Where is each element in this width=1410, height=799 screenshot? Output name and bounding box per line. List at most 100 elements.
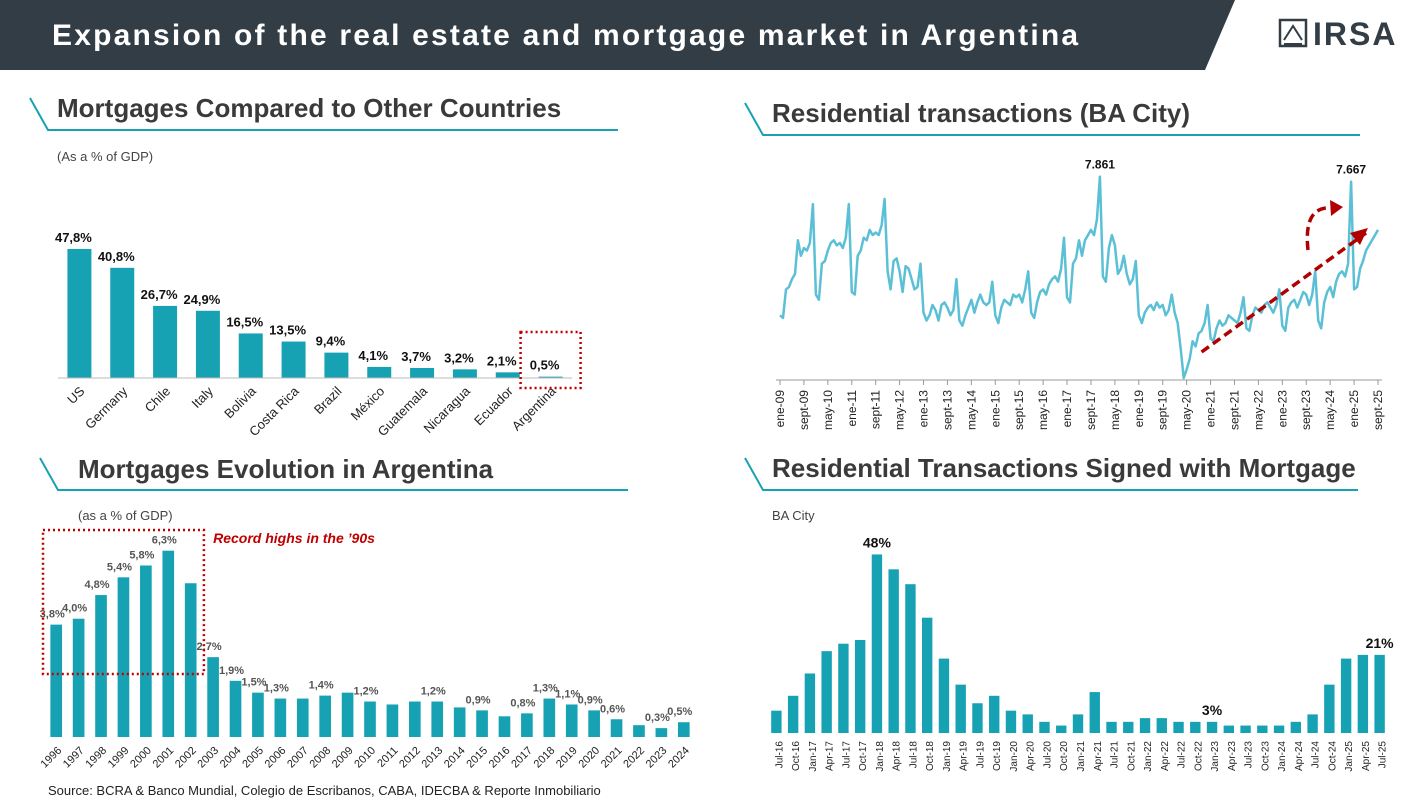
bar (184, 583, 197, 737)
bar (1156, 718, 1167, 733)
chart-title: Residential transactions (BA City) (772, 98, 1190, 128)
x-tick-label: 2018 (532, 745, 558, 771)
x-tick-label: Jul-22 (1177, 741, 1188, 769)
x-tick-label: 2021 (599, 745, 625, 771)
bar (50, 624, 63, 737)
x-tick-label: Chile (142, 384, 174, 416)
data-label: 4,8% (84, 579, 109, 591)
x-tick-label: Oct-21 (1126, 741, 1137, 771)
x-tick-label: 2002 (173, 745, 199, 771)
x-tick-label: 2012 (397, 745, 423, 771)
x-tick-label: Oct-18 (925, 741, 936, 771)
x-tick-label: ene-17 (1060, 390, 1074, 428)
bar (1123, 721, 1134, 733)
data-label: 0,9% (466, 694, 491, 706)
bar (921, 617, 933, 733)
x-tick-label: 2004 (218, 745, 244, 771)
bar (1257, 725, 1268, 733)
x-tick-label: sept-23 (1299, 390, 1313, 430)
x-tick-label: Jul-17 (841, 741, 852, 769)
x-tick-label: Jan-23 (1210, 741, 1221, 772)
x-tick-label: Jan-18 (875, 741, 886, 772)
chart-title: Residential Transactions Signed with Mor… (772, 453, 1356, 483)
data-label: 24,9% (183, 292, 220, 307)
x-tick-label: Jan-17 (808, 741, 819, 772)
x-tick-label: Apr-23 (1227, 741, 1238, 771)
x-tick-label: may-18 (1108, 390, 1122, 430)
bar (476, 710, 488, 737)
x-tick-label: 2011 (375, 745, 400, 770)
x-tick-label: 1998 (83, 745, 109, 771)
x-tick-label: sept-17 (1084, 390, 1098, 430)
x-tick-label: México (348, 384, 388, 424)
x-tick-label: Apr-18 (892, 741, 903, 771)
x-tick-label: 2014 (442, 745, 468, 771)
source: Source: BCRA & Banco Mundial, Colegio de… (48, 783, 601, 798)
annotation: 7.861 (1085, 158, 1115, 172)
bar (787, 695, 799, 733)
x-tick-label: Oct-19 (992, 741, 1003, 771)
bar (972, 703, 983, 733)
x-tick-label: sept-21 (1227, 390, 1241, 430)
data-label: 4,0% (62, 603, 87, 615)
bar (367, 366, 392, 378)
bar (238, 333, 263, 378)
annotation: Record highs in the ’90s (213, 530, 375, 546)
x-tick-label: sept-25 (1371, 390, 1385, 430)
logo-icon (1278, 18, 1308, 48)
x-tick-label: sept-09 (797, 390, 811, 430)
x-tick-label: US (64, 383, 88, 407)
x-tick-label: 1996 (39, 745, 65, 771)
bar (1005, 710, 1017, 733)
x-tick-label: Apr-25 (1361, 741, 1372, 771)
data-label: 9,4% (316, 334, 346, 349)
data-label: 1,3% (264, 683, 289, 695)
data-label: 0,8% (510, 697, 535, 709)
bar (1139, 718, 1151, 733)
x-tick-label: Oct-20 (1059, 741, 1070, 771)
x-tick-label: Jul-25 (1378, 741, 1389, 769)
x-tick-label: Apr-21 (1093, 741, 1104, 771)
bar (95, 595, 107, 737)
data-label: 1,3% (533, 683, 558, 695)
bar (955, 684, 966, 733)
x-tick-label: Nicaragua (421, 383, 474, 436)
x-tick-label: Bolivia (221, 383, 259, 421)
data-label: 6,3% (152, 535, 177, 547)
bar (495, 372, 520, 378)
x-tick-label: Jan-20 (1009, 741, 1020, 772)
bar (319, 695, 331, 737)
x-tick-label: 2009 (330, 745, 356, 771)
bar (140, 565, 152, 737)
bar (804, 673, 816, 733)
chart-subtitle: BA City (772, 508, 815, 523)
arrow-head (1330, 200, 1343, 216)
bar (677, 722, 690, 737)
bar (888, 569, 899, 733)
x-tick-label: 2019 (554, 745, 580, 771)
x-tick-label: 2020 (576, 745, 602, 771)
bar (771, 710, 782, 733)
bar (1324, 684, 1335, 733)
x-tick-label: Jul-21 (1110, 741, 1121, 769)
x-tick-label: Apr-22 (1160, 741, 1171, 771)
x-tick-label: Brazil (311, 383, 345, 417)
x-tick-label: Oct-24 (1327, 741, 1338, 771)
x-tick-label: 1997 (61, 745, 87, 771)
x-tick-label: Apr-17 (825, 741, 836, 771)
x-tick-label: Jul-24 (1311, 741, 1322, 769)
bar (162, 550, 175, 737)
x-tick-label: may-10 (821, 390, 835, 430)
x-tick-label: 2006 (263, 745, 289, 771)
x-tick-label: ene-21 (1204, 390, 1218, 428)
bar (110, 267, 135, 378)
x-tick-label: Apr-20 (1026, 741, 1037, 771)
data-label: 16,5% (226, 314, 263, 329)
bar (633, 725, 645, 737)
x-tick-label: ene-15 (988, 390, 1002, 428)
x-tick-label: 2024 (666, 745, 692, 771)
x-tick-label: ene-11 (845, 390, 859, 427)
bar (452, 369, 477, 378)
x-tick-label: Oct-22 (1193, 741, 1204, 771)
data-label: 3,2% (444, 350, 474, 365)
